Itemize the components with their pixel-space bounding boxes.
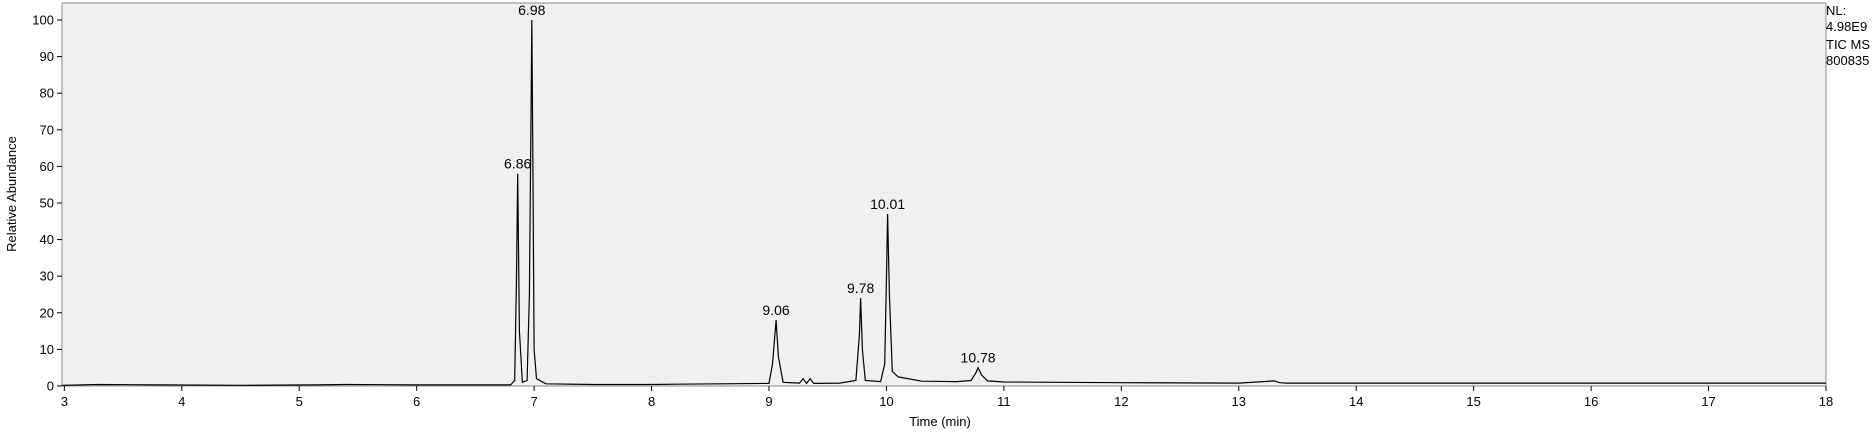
sample-id: 800835 <box>1826 53 1870 68</box>
x-tick-label: 11 <box>997 394 1011 409</box>
peak-label: 10.78 <box>961 350 996 366</box>
y-tick-label: 100 <box>32 13 54 28</box>
y-tick-label: 60 <box>40 159 54 174</box>
peak-label: 9.78 <box>847 280 874 296</box>
y-tick-label: 0 <box>47 379 54 394</box>
y-tick-label: 30 <box>40 269 54 284</box>
y-tick-label: 10 <box>40 342 54 357</box>
x-tick-label: 3 <box>61 394 68 409</box>
y-tick-label: 80 <box>40 86 54 101</box>
x-axis-label: Time (min) <box>909 414 971 429</box>
x-tick-label: 18 <box>1819 394 1833 409</box>
peak-labels: 6.86 6.98 9.06 9.78 10.01 10.78 <box>504 2 996 366</box>
plot-area <box>61 2 1827 387</box>
peak-label: 6.98 <box>518 2 545 18</box>
x-tick-label: 6 <box>413 394 420 409</box>
y-tick-label: 50 <box>40 196 54 211</box>
x-tick-label: 17 <box>1701 394 1715 409</box>
y-axis-label: Relative Abundance <box>4 136 19 252</box>
y-tick-label: 70 <box>40 122 54 137</box>
x-tick-label: 12 <box>1114 394 1128 409</box>
x-tick-label: 14 <box>1349 394 1363 409</box>
nl-value: 4.98E9 <box>1826 19 1868 34</box>
tic-trace-line <box>61 19 1826 386</box>
y-tick-label: 20 <box>40 305 54 320</box>
x-tick-label: 15 <box>1466 394 1480 409</box>
peak-label: 10.01 <box>870 196 905 212</box>
x-tick-label: 10 <box>879 394 893 409</box>
x-tick-label: 16 <box>1584 394 1598 409</box>
x-tick-label: 5 <box>296 394 303 409</box>
y-tick-label: 90 <box>40 49 54 64</box>
x-tick-label: 8 <box>648 394 655 409</box>
nl-label: NL: <box>1826 3 1847 18</box>
x-tick-label: 13 <box>1232 394 1246 409</box>
x-axis: 3 4 5 6 7 8 9 10 11 12 13 14 15 16 17 18 <box>61 386 1833 409</box>
trace-type: TIC MS <box>1826 37 1871 52</box>
peak-label: 9.06 <box>762 302 789 318</box>
x-tick-label: 4 <box>178 394 185 409</box>
y-tick-label: 40 <box>40 232 54 247</box>
x-tick-label: 9 <box>765 394 772 409</box>
peak-label: 6.86 <box>504 156 531 172</box>
x-tick-label: 7 <box>531 394 538 409</box>
y-axis: 0 10 20 30 40 50 60 70 80 90 100 <box>32 13 62 394</box>
